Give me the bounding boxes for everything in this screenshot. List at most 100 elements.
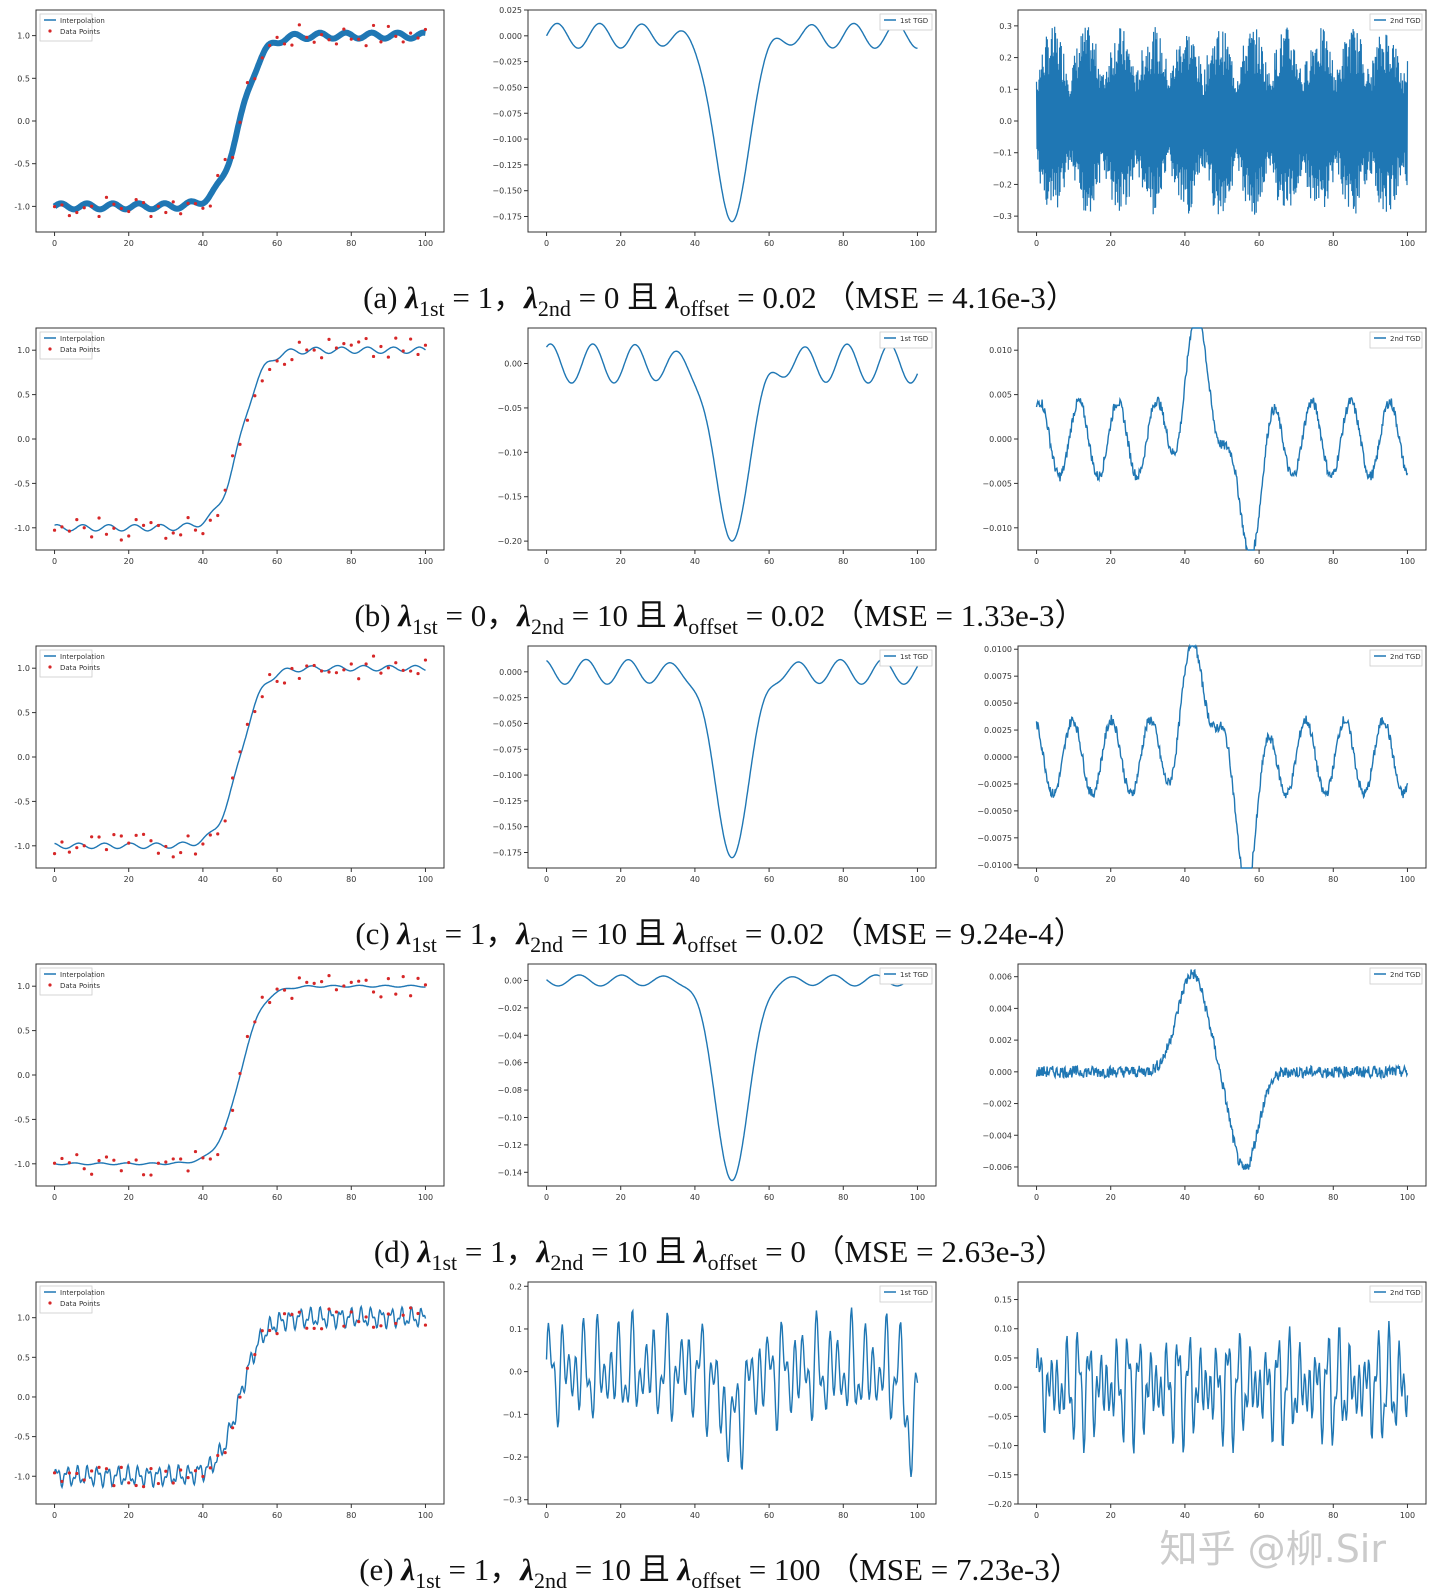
data-point (201, 1156, 205, 1160)
plot-frame (1017, 327, 1427, 551)
data-point (312, 981, 316, 986)
data-point (156, 523, 160, 528)
data-point (97, 1465, 101, 1469)
y-tick-label: -0.5 (14, 1433, 30, 1442)
x-tick-label: 20 (1106, 557, 1116, 566)
data-point (208, 1466, 212, 1470)
y-tick-label: −0.125 (492, 797, 522, 806)
data-point (386, 977, 390, 981)
data-point (245, 1366, 250, 1370)
data-point (238, 1395, 242, 1399)
x-tick-label: 0 (52, 1511, 57, 1520)
legend-swatch-point (48, 665, 52, 669)
data-point (349, 662, 353, 666)
data-point (104, 532, 109, 536)
data-point (305, 348, 309, 352)
y-tick-label: 0.0025 (984, 726, 1012, 735)
x-tick-label: 0 (1034, 1511, 1039, 1520)
plot-frame (527, 9, 937, 233)
data-point (401, 668, 405, 672)
x-tick-label: 0 (544, 1511, 549, 1520)
data-point (60, 1156, 64, 1161)
x-tick-label: 80 (1328, 1511, 1338, 1520)
legend-label: Data Points (60, 982, 100, 990)
x-tick-label: 20 (124, 875, 134, 884)
data-point (127, 209, 131, 214)
legend-box (39, 13, 93, 42)
x-tick-label: 80 (838, 1511, 848, 1520)
x-tick-label: 80 (838, 239, 848, 248)
x-tick-label: 60 (1254, 557, 1264, 566)
x-tick-label: 80 (346, 875, 356, 884)
chart-0-1: 0 20 40 60 80 100 0.025 0.000 −0.025 −0.050 −0.075… (492, 6, 937, 248)
data-point (201, 1474, 205, 1479)
data-point (141, 1485, 146, 1489)
data-point (230, 1426, 235, 1430)
data-point (90, 835, 94, 839)
chart-0-2: 0 20 40 60 80 100 0.3 0.2 0.1 0.0 −0.1 −0.2 −0.3 2nd … (993, 9, 1427, 248)
legend-label: 2nd TGD (1390, 335, 1421, 343)
y-tick-label: -1.0 (14, 1160, 30, 1169)
data-point (90, 535, 94, 539)
data-point (52, 1161, 57, 1165)
chart-1-1: 0 20 40 60 80 100 0.00 −0.05 −0.10 −0.15 −0.20 1st … (497, 327, 937, 566)
y-tick-label: −0.005 (982, 479, 1012, 488)
x-tick-label: 60 (764, 239, 774, 248)
y-tick-label: −0.004 (982, 1131, 1012, 1140)
data-point (186, 515, 190, 520)
data-point (409, 31, 413, 35)
data-point (275, 359, 279, 363)
y-tick-label: −0.075 (492, 745, 522, 754)
legend-label: Data Points (60, 346, 100, 354)
data-point (82, 1167, 86, 1171)
data-point (260, 1329, 264, 1333)
data-point (60, 840, 64, 844)
y-tick-label: 0.005 (989, 391, 1012, 400)
data-point (416, 36, 420, 40)
x-tick-label: 100 (1400, 1193, 1415, 1202)
data-point (171, 531, 175, 535)
x-tick-label: 20 (616, 875, 626, 884)
x-tick-label: 20 (1106, 1193, 1116, 1202)
data-point (75, 517, 79, 522)
x-tick-label: 40 (690, 557, 700, 566)
data-point (297, 676, 301, 681)
data-point (379, 344, 383, 349)
data-point (67, 529, 71, 533)
data-point (52, 1471, 57, 1475)
series-line (54, 984, 426, 1166)
caption-d: (d) λ1st = 1，λ2nd = 10 且 λoffset = 0 （MS… (373, 1234, 1067, 1275)
data-point (327, 973, 331, 978)
data-point (223, 1126, 227, 1131)
data-point (342, 1324, 346, 1328)
x-tick-label: 60 (764, 1193, 774, 1202)
plot-frame (527, 645, 937, 869)
data-point (394, 992, 398, 996)
data-point (290, 996, 294, 1000)
x-tick-label: 0 (544, 875, 549, 884)
x-tick-label: 40 (690, 1193, 700, 1202)
legend-label: Interpolation (60, 335, 105, 343)
y-tick-label: −0.2 (993, 180, 1012, 189)
data-point (52, 205, 57, 209)
y-tick-label: -1.0 (14, 202, 30, 211)
data-point (423, 27, 428, 32)
data-point (282, 362, 287, 366)
series-line (545, 343, 919, 542)
y-tick-label: 0.5 (17, 1353, 30, 1362)
y-tick-label: −0.100 (492, 771, 522, 780)
data-point (282, 681, 287, 685)
data-point (112, 202, 116, 206)
data-point (253, 1353, 257, 1357)
data-point (216, 513, 220, 518)
y-tick-label: 0.000 (989, 1068, 1012, 1077)
y-tick-label: 0.0 (17, 1393, 30, 1402)
y-tick-label: 0.0 (17, 435, 30, 444)
chart-2-1: 0 20 40 60 80 100 0.000 −0.025 −0.050 −0.075 −0.10… (492, 645, 937, 884)
data-point (371, 1325, 376, 1329)
chart-4-0: 0 20 40 60 80 100 1.0 0.5 0.0 -0.5 -1.0 Interpolati… (14, 1281, 445, 1520)
data-point (193, 528, 198, 532)
y-tick-label: 0.0 (999, 117, 1012, 126)
data-point (238, 120, 242, 124)
y-tick-label: −0.2 (503, 1453, 522, 1462)
